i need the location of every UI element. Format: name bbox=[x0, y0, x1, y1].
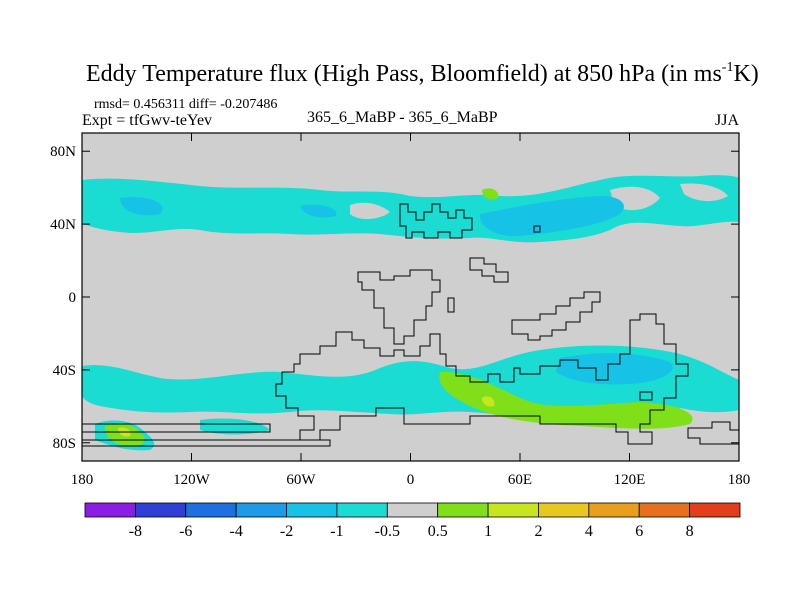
stats-label: rmsd= 0.456311 diff= -0.207486 bbox=[94, 97, 277, 112]
colorbar-swatch bbox=[588, 502, 640, 518]
x-tick-label: 0 bbox=[407, 472, 415, 488]
y-tick-label: 80S bbox=[53, 436, 76, 452]
colorbar-swatch bbox=[286, 502, 338, 518]
contour-south-positive-1 bbox=[439, 371, 693, 429]
colorbar: -8 -6 -4 -2 -1 -0.5 0.5 1 2 4 6 8 bbox=[84, 502, 741, 540]
colorbar-label: -0.5 bbox=[375, 523, 400, 540]
map-axes: 180 120W 60W 0 60E 120E 180 80N 40N 0 40S 80S bbox=[50, 133, 750, 488]
x-tick-label: 180 bbox=[728, 472, 751, 488]
colorbar-label: -1 bbox=[330, 523, 343, 540]
colorbar-label: 6 bbox=[635, 523, 643, 540]
coastline-north bbox=[399, 203, 473, 239]
colorbar-swatch bbox=[84, 502, 136, 518]
contour-south-positive-2 bbox=[470, 379, 491, 395]
colorbar-label: -8 bbox=[129, 523, 142, 540]
colorbar-swatch bbox=[538, 502, 590, 518]
coastline-equatorial bbox=[469, 257, 509, 283]
y-tick-label: 40N bbox=[50, 217, 76, 233]
x-tick-label: 60W bbox=[286, 472, 316, 488]
colorbar-label: 8 bbox=[686, 523, 694, 540]
colorbar-swatch bbox=[386, 502, 439, 518]
colorbar-swatch bbox=[134, 502, 187, 518]
contour-north-core-2 bbox=[120, 197, 163, 216]
contour-south-positive-3 bbox=[482, 396, 495, 407]
colorbar-label: 0.5 bbox=[428, 523, 448, 540]
colorbar-label: 2 bbox=[534, 523, 542, 540]
x-tick-label: 60E bbox=[508, 472, 532, 488]
coastline-central bbox=[357, 269, 441, 345]
y-tick-label: 0 bbox=[69, 290, 77, 306]
coastline-lake bbox=[533, 225, 541, 233]
coastline-antarctic-4 bbox=[639, 391, 653, 401]
chart-title: Eddy Temperature flux (High Pass, Bloomf… bbox=[86, 60, 759, 87]
x-tick-label: 120W bbox=[173, 472, 211, 488]
coastline-south-arm bbox=[511, 291, 601, 341]
contour-north-core-3 bbox=[300, 204, 337, 218]
contour-south-polar-4 bbox=[200, 418, 270, 435]
contour-north-gap-1 bbox=[350, 202, 390, 220]
contour-south-core bbox=[556, 353, 673, 385]
colorbar-swatch bbox=[235, 502, 287, 518]
colorbar-swatch bbox=[185, 502, 237, 518]
coastline-island-1 bbox=[447, 297, 455, 313]
experiment-label: Expt = tfGwv-teYev bbox=[82, 112, 212, 129]
season-label: JJA bbox=[715, 112, 739, 129]
x-tick-label: 120E bbox=[614, 472, 646, 488]
colorbar-swatch bbox=[487, 502, 539, 518]
x-tick-label: 180 bbox=[71, 472, 94, 488]
y-tick-label: 40S bbox=[53, 363, 76, 379]
colorbar-swatch bbox=[638, 502, 691, 518]
y-tick-label: 80N bbox=[50, 144, 76, 160]
colorbar-label: 4 bbox=[585, 523, 593, 540]
comparison-label: 365_6_MaBP - 365_6_MaBP bbox=[307, 109, 498, 126]
colorbar-label: -2 bbox=[280, 523, 293, 540]
coastline-south bbox=[275, 313, 689, 445]
colorbar-swatch bbox=[689, 502, 741, 518]
colorbar-label: 1 bbox=[484, 523, 492, 540]
contour-north-gap-3 bbox=[680, 183, 728, 202]
contour-north-positive bbox=[482, 188, 499, 200]
colorbar-swatch bbox=[336, 502, 388, 518]
map-plot bbox=[81, 132, 740, 462]
colorbar-label: -6 bbox=[179, 523, 192, 540]
colorbar-swatch bbox=[437, 502, 489, 518]
contour-north-core-1 bbox=[479, 196, 624, 237]
colorbar-label: -4 bbox=[229, 523, 242, 540]
